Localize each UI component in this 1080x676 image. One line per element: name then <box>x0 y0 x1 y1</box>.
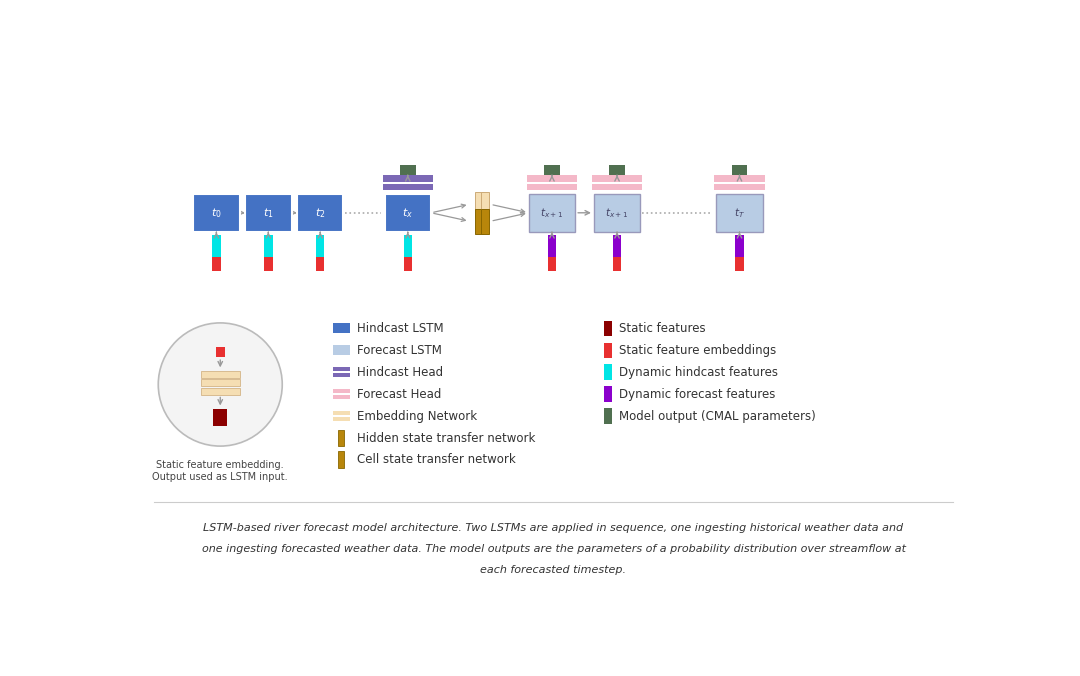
FancyBboxPatch shape <box>594 193 640 232</box>
FancyBboxPatch shape <box>548 235 556 257</box>
FancyBboxPatch shape <box>338 429 345 446</box>
FancyBboxPatch shape <box>316 235 324 257</box>
FancyBboxPatch shape <box>548 257 556 270</box>
Text: Static feature embedding.
Output used as LSTM input.: Static feature embedding. Output used as… <box>152 460 288 481</box>
FancyBboxPatch shape <box>316 257 324 270</box>
FancyBboxPatch shape <box>201 379 240 386</box>
Text: Static features: Static features <box>619 322 706 335</box>
FancyBboxPatch shape <box>264 235 272 257</box>
Ellipse shape <box>159 323 282 446</box>
Text: one ingesting forecasted weather data. The model outputs are the parameters of a: one ingesting forecasted weather data. T… <box>202 544 905 554</box>
FancyBboxPatch shape <box>604 387 611 402</box>
FancyBboxPatch shape <box>213 409 227 426</box>
Text: $t_{x+1}$: $t_{x+1}$ <box>540 206 564 220</box>
FancyBboxPatch shape <box>333 345 350 356</box>
Text: Hindcast LSTM: Hindcast LSTM <box>357 322 444 335</box>
FancyBboxPatch shape <box>333 373 350 377</box>
FancyBboxPatch shape <box>714 184 765 191</box>
FancyBboxPatch shape <box>333 323 350 333</box>
Text: $t_1$: $t_1$ <box>264 206 273 220</box>
FancyBboxPatch shape <box>216 347 225 357</box>
FancyBboxPatch shape <box>384 193 431 232</box>
Text: Forecast LSTM: Forecast LSTM <box>357 343 443 357</box>
FancyBboxPatch shape <box>592 176 643 182</box>
Text: Hidden state transfer network: Hidden state transfer network <box>357 431 536 445</box>
Text: each forecasted timestep.: each forecasted timestep. <box>481 565 626 575</box>
FancyBboxPatch shape <box>604 408 611 424</box>
FancyBboxPatch shape <box>481 209 489 234</box>
Text: $t_x$: $t_x$ <box>402 206 414 220</box>
Text: $t_2$: $t_2$ <box>315 206 325 220</box>
Text: Model output (CMAL parameters): Model output (CMAL parameters) <box>619 410 816 422</box>
FancyBboxPatch shape <box>333 395 350 399</box>
FancyBboxPatch shape <box>604 320 611 336</box>
FancyBboxPatch shape <box>612 235 621 257</box>
FancyBboxPatch shape <box>333 411 350 415</box>
Text: Static feature embeddings: Static feature embeddings <box>619 343 777 357</box>
FancyBboxPatch shape <box>264 257 272 270</box>
FancyBboxPatch shape <box>333 417 350 421</box>
FancyBboxPatch shape <box>382 184 433 191</box>
Text: $t_T$: $t_T$ <box>734 206 745 220</box>
FancyBboxPatch shape <box>527 176 577 182</box>
Text: LSTM-based river forecast model architecture. Two LSTMs are applied in sequence,: LSTM-based river forecast model architec… <box>203 523 904 533</box>
FancyBboxPatch shape <box>481 192 489 216</box>
Text: Hindcast Head: Hindcast Head <box>357 366 444 379</box>
Text: Cell state transfer network: Cell state transfer network <box>357 454 516 466</box>
FancyBboxPatch shape <box>592 184 643 191</box>
FancyBboxPatch shape <box>333 367 350 371</box>
FancyBboxPatch shape <box>604 364 611 380</box>
FancyBboxPatch shape <box>475 209 483 234</box>
FancyBboxPatch shape <box>382 176 433 182</box>
FancyBboxPatch shape <box>604 343 611 358</box>
Text: Dynamic forecast features: Dynamic forecast features <box>619 387 775 401</box>
FancyBboxPatch shape <box>612 257 621 270</box>
FancyBboxPatch shape <box>735 235 744 257</box>
Text: Embedding Network: Embedding Network <box>357 410 477 422</box>
FancyBboxPatch shape <box>716 193 762 232</box>
Text: Forecast Head: Forecast Head <box>357 387 442 401</box>
Text: $t_0$: $t_0$ <box>211 206 221 220</box>
Text: Dynamic hindcast features: Dynamic hindcast features <box>619 366 779 379</box>
FancyBboxPatch shape <box>297 193 343 232</box>
FancyBboxPatch shape <box>333 389 350 393</box>
FancyBboxPatch shape <box>201 370 240 378</box>
FancyBboxPatch shape <box>338 452 345 468</box>
FancyBboxPatch shape <box>609 165 625 175</box>
FancyBboxPatch shape <box>212 257 220 270</box>
FancyBboxPatch shape <box>732 165 747 175</box>
FancyBboxPatch shape <box>245 193 292 232</box>
FancyBboxPatch shape <box>714 176 765 182</box>
FancyBboxPatch shape <box>527 184 577 191</box>
FancyBboxPatch shape <box>201 387 240 395</box>
FancyBboxPatch shape <box>193 193 240 232</box>
FancyBboxPatch shape <box>735 257 744 270</box>
FancyBboxPatch shape <box>544 165 559 175</box>
FancyBboxPatch shape <box>529 193 576 232</box>
Text: $t_{x+1}$: $t_{x+1}$ <box>606 206 629 220</box>
FancyBboxPatch shape <box>404 235 413 257</box>
FancyBboxPatch shape <box>475 192 483 216</box>
FancyBboxPatch shape <box>212 235 220 257</box>
FancyBboxPatch shape <box>404 257 413 270</box>
FancyBboxPatch shape <box>400 165 416 175</box>
